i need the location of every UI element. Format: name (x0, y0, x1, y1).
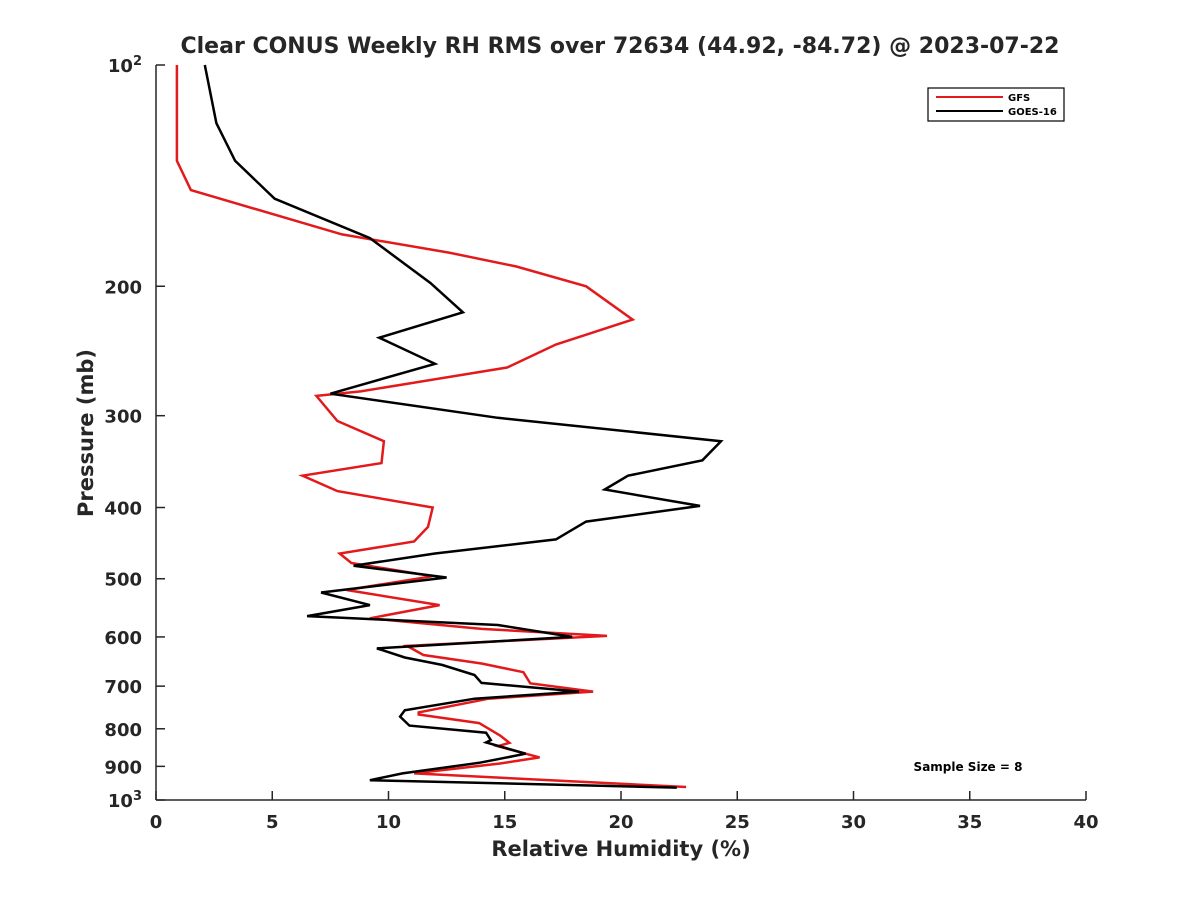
x-tick-label: 15 (492, 812, 517, 833)
y-tick-label: 200 (104, 277, 142, 298)
y-tick-label: 400 (104, 499, 142, 520)
y-tick-label: 102 (108, 54, 142, 77)
sample-size-annotation: Sample Size = 8 (914, 760, 1023, 774)
plot-area: 0 5 10 15 20 25 30 35 40 102 200 300 400 500 600 700 80… (104, 54, 1098, 833)
y-tick-label: 103 (108, 789, 142, 812)
legend-box (927, 87, 1065, 122)
x-ticks: 0 5 10 15 20 25 30 35 40 (150, 791, 1099, 833)
x-tick-label: 5 (266, 812, 279, 833)
y-ticks: 102 200 300 400 500 600 700 800 900 103 (104, 54, 165, 812)
legend: GFS GOES-16 (927, 87, 1065, 122)
x-tick-label: 20 (608, 812, 633, 833)
y-tick-label: 900 (104, 757, 142, 778)
x-axis-label: Relative Humidity (%) (491, 837, 750, 861)
series-layer (175, 64, 724, 789)
series-line-goes16 (203, 64, 724, 789)
x-tick-label: 0 (150, 812, 163, 833)
legend-goes16-label: GOES-16 (1008, 107, 1057, 118)
y-tick-label: 700 (104, 677, 142, 698)
y-tick-label: 500 (104, 570, 142, 591)
y-axis-label: Pressure (mb) (74, 349, 98, 517)
x-tick-label: 30 (841, 812, 866, 833)
y-tick-label: 600 (104, 628, 142, 649)
x-tick-label: 25 (725, 812, 750, 833)
x-tick-label: 35 (957, 812, 982, 833)
plot-background (156, 65, 1086, 800)
x-tick-label: 10 (376, 812, 401, 833)
y-tick-label: 800 (104, 720, 142, 741)
chart-title: Clear CONUS Weekly RH RMS over 72634 (44… (181, 34, 1060, 59)
y-tick-label: 300 (104, 407, 142, 428)
legend-gfs-label: GFS (1008, 93, 1030, 104)
x-tick-label: 40 (1073, 812, 1098, 833)
